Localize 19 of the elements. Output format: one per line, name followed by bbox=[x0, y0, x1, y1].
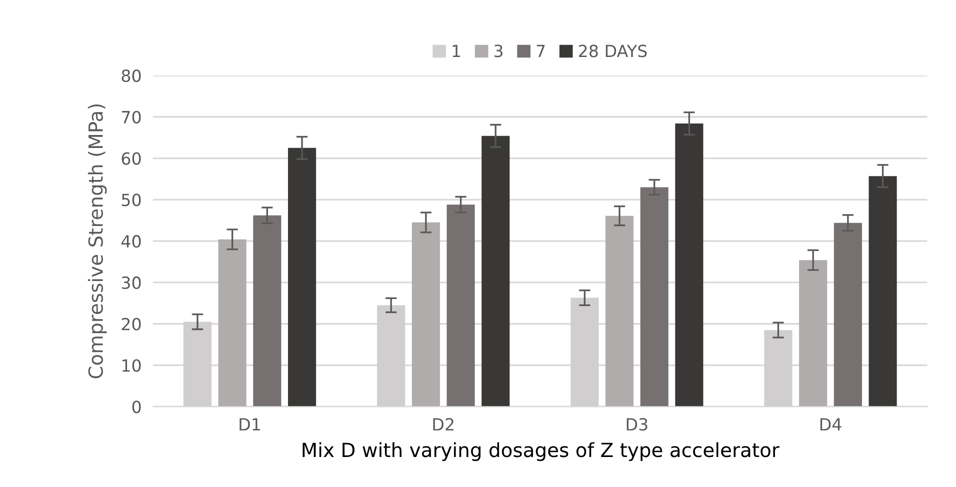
x-tick-label: D4 bbox=[820, 418, 842, 430]
y-tick-label: 0 bbox=[132, 400, 141, 414]
y-tick-label: 40 bbox=[121, 235, 141, 248]
legend-label: 1 bbox=[452, 44, 460, 58]
y-axis-title: Compressive Strength (MPa) bbox=[88, 104, 107, 378]
y-tick-label: 30 bbox=[122, 276, 141, 290]
legend-label: 7 bbox=[536, 44, 545, 58]
y-tick-label: 60 bbox=[122, 152, 141, 165]
y-tick-label: 50 bbox=[122, 194, 141, 206]
y-tick-label: 80 bbox=[122, 69, 141, 82]
x-tick-label: D1 bbox=[240, 418, 260, 430]
legend-label: 3 bbox=[494, 44, 502, 58]
y-tick-label: 10 bbox=[122, 359, 141, 372]
x-tick-label: D3 bbox=[626, 418, 648, 431]
x-tick-label: D2 bbox=[433, 418, 454, 430]
y-tick-label: 20 bbox=[122, 318, 141, 330]
y-tick-label: 70 bbox=[122, 110, 141, 124]
legend-label: 28 DAYS bbox=[578, 44, 647, 58]
x-axis-title: Mix D with varying dosages of Z type accelerator bbox=[302, 442, 780, 462]
